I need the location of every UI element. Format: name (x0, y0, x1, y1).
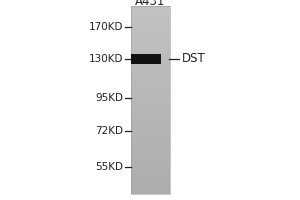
Bar (130, 54, 160, 64)
Text: A431: A431 (135, 0, 165, 8)
Text: DST: DST (182, 52, 205, 66)
Text: 72KD: 72KD (95, 126, 123, 136)
Text: 130KD: 130KD (88, 54, 123, 64)
Text: 55KD: 55KD (95, 162, 123, 172)
Text: 95KD: 95KD (95, 93, 123, 103)
Bar (130, 6, 170, 194)
Text: 170KD: 170KD (88, 22, 123, 32)
